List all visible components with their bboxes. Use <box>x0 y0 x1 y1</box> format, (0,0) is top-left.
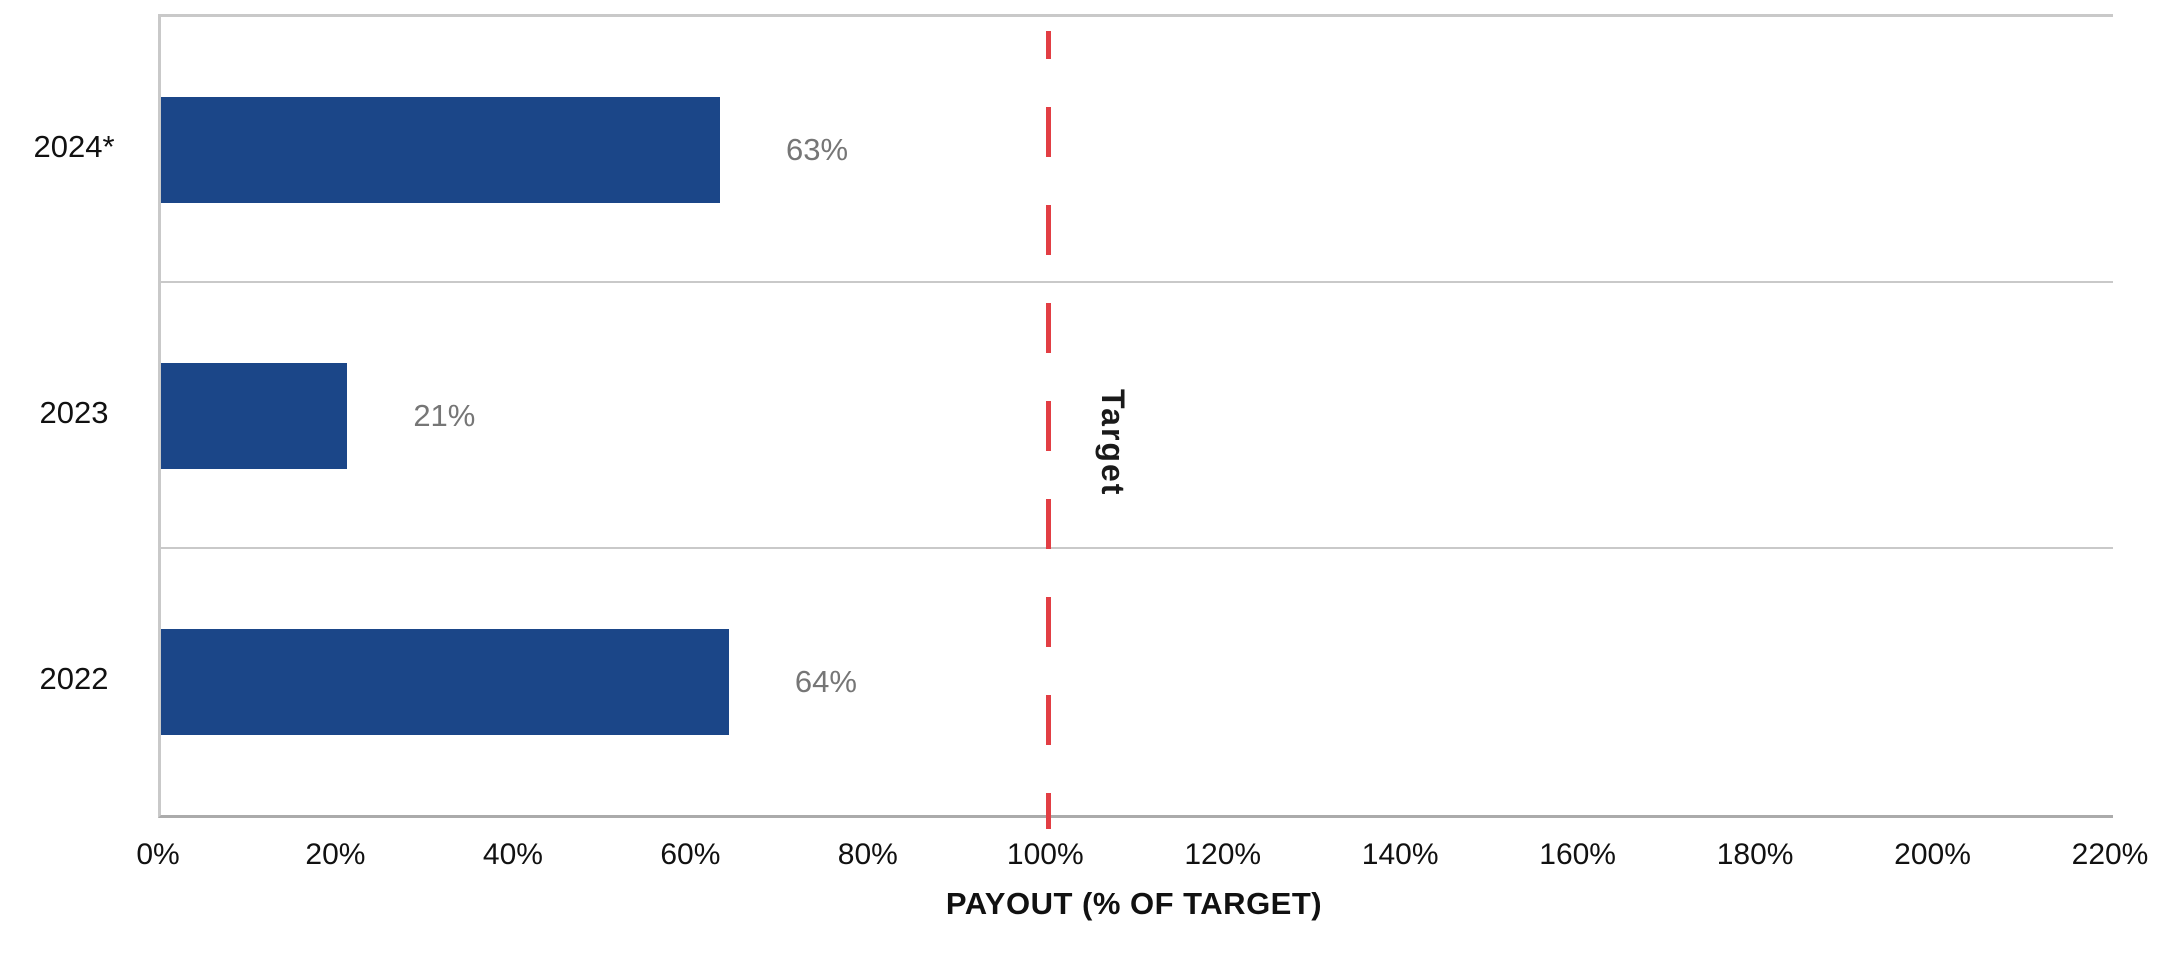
category-band-2024: 63% <box>161 17 2113 283</box>
x-tick-label: 100% <box>1006 838 1084 871</box>
x-tick-label: 0% <box>136 838 180 871</box>
bar-value-label: 63% <box>785 132 849 167</box>
x-tick-label: 80% <box>837 838 898 871</box>
target-line-label: Target <box>1095 389 1131 497</box>
plot-area: 63% 21% 64% <box>158 14 2113 829</box>
category-band-2022: 64% <box>161 547 2113 815</box>
y-axis-label: 2022 <box>39 661 109 696</box>
target-reference-line <box>1046 31 1051 829</box>
bar-2022 <box>161 629 729 735</box>
x-tick-label: 120% <box>1184 838 1262 871</box>
x-tick-label: 40% <box>482 838 543 871</box>
x-tick-label: 180% <box>1716 838 1794 871</box>
bar-value-label: 21% <box>413 398 476 433</box>
x-tick-label: 200% <box>1894 838 1971 871</box>
bar-2023 <box>161 363 348 469</box>
y-axis-label: 2023 <box>39 395 109 430</box>
category-band-2023: 21% <box>161 281 2113 549</box>
x-tick-label: 160% <box>1539 838 1616 871</box>
bar-2024 <box>161 97 720 203</box>
x-axis-title: PAYOUT (% OF TARGET) <box>945 886 1323 921</box>
x-tick-label: 20% <box>305 838 366 871</box>
y-axis-label: 2024* <box>33 129 115 164</box>
bar-value-label: 64% <box>794 664 857 699</box>
x-tick-label: 140% <box>1361 838 1439 871</box>
x-tick-label: 220% <box>2071 838 2149 871</box>
x-tick-label: 60% <box>660 838 721 871</box>
